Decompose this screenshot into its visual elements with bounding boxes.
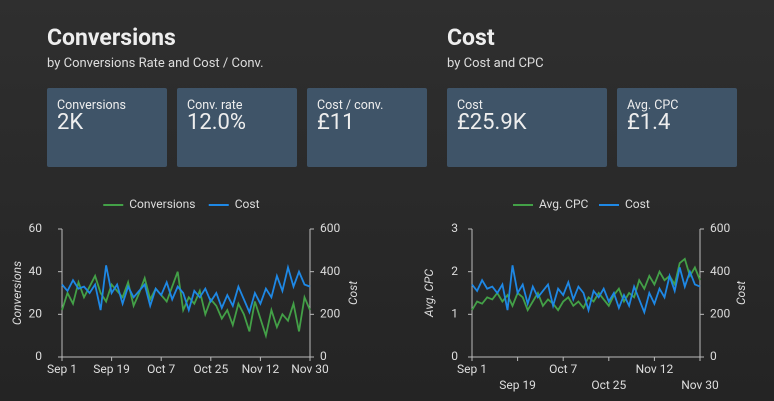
y2-tick-label: 400 xyxy=(710,264,730,278)
x-tick-label: Oct 7 xyxy=(549,362,577,376)
y-tick-label: 0 xyxy=(35,349,42,363)
kpi-label: Conversions xyxy=(57,98,126,113)
y2-tick-label: 400 xyxy=(320,264,340,278)
y-tick-label: 2 xyxy=(451,264,458,278)
kpi-card: Cost / conv. £11 xyxy=(307,88,427,167)
y-tick-label: 0 xyxy=(451,349,458,363)
y2-tick-label: 0 xyxy=(710,349,717,363)
legend-label: Cost xyxy=(625,197,650,211)
x-tick-label: Oct 25 xyxy=(193,362,228,376)
x-tick-label: Oct 25 xyxy=(591,378,626,392)
x-tick-label: Sep 19 xyxy=(93,362,130,376)
y2-tick-label: 600 xyxy=(320,221,340,235)
y-tick-label: 20 xyxy=(29,307,43,321)
legend-label: Conversions xyxy=(129,197,195,211)
x-tick-label: Nov 30 xyxy=(291,362,329,376)
kpi-card: Conv. rate 12.0% xyxy=(177,88,297,167)
y-axis-label: Conversions xyxy=(10,261,24,325)
y2-tick-label: 200 xyxy=(320,307,340,321)
x-tick-label: Oct 7 xyxy=(147,362,175,376)
kpi-card: Cost £25.9K xyxy=(447,88,607,167)
legend-label: Cost xyxy=(235,197,260,211)
kpi-label: Cost / conv. xyxy=(317,98,384,113)
y-tick-label: 3 xyxy=(451,221,458,235)
x-tick-label: Sep 19 xyxy=(499,378,536,392)
kpi-value: £25.9K xyxy=(457,110,527,135)
x-tick-label: Nov 12 xyxy=(636,362,674,376)
y-tick-label: 40 xyxy=(29,264,43,278)
kpi-card: Avg. CPC £1.4 xyxy=(617,88,737,167)
kpi-value: £1.4 xyxy=(627,110,671,135)
series-line xyxy=(471,265,701,316)
panel-subtitle: by Cost and CPC xyxy=(447,56,544,71)
x-tick-label: Sep 1 xyxy=(47,362,77,376)
y2-tick-label: 200 xyxy=(710,307,730,321)
panel-subtitle: by Conversions Rate and Cost / Conv. xyxy=(47,56,264,71)
legend-label: Avg. CPC xyxy=(539,197,589,211)
y2-axis-label: Cost xyxy=(734,281,748,305)
x-tick-label: Nov 12 xyxy=(242,362,280,376)
kpi-label: Conv. rate xyxy=(187,98,243,113)
y-tick-label: 1 xyxy=(451,307,458,321)
kpi-label: Avg. CPC xyxy=(627,98,679,113)
y-axis-label: Avg. CPC xyxy=(422,269,436,318)
series-line xyxy=(61,263,311,315)
y-tick-label: 60 xyxy=(29,221,43,235)
x-tick-label: Nov 30 xyxy=(681,378,719,392)
kpi-value: 12.0% xyxy=(187,110,247,135)
kpi-value: 2K xyxy=(57,110,84,135)
y2-tick-label: 0 xyxy=(320,349,327,363)
panel-title: Conversions xyxy=(47,24,176,51)
kpi-label: Cost xyxy=(457,98,483,113)
panel-title: Cost xyxy=(447,24,495,51)
y2-tick-label: 600 xyxy=(710,221,730,235)
x-tick-label: Sep 1 xyxy=(457,362,487,376)
y2-axis-label: Cost xyxy=(346,281,360,305)
kpi-card: Conversions 2K xyxy=(47,88,167,167)
kpi-value: £11 xyxy=(317,110,355,135)
